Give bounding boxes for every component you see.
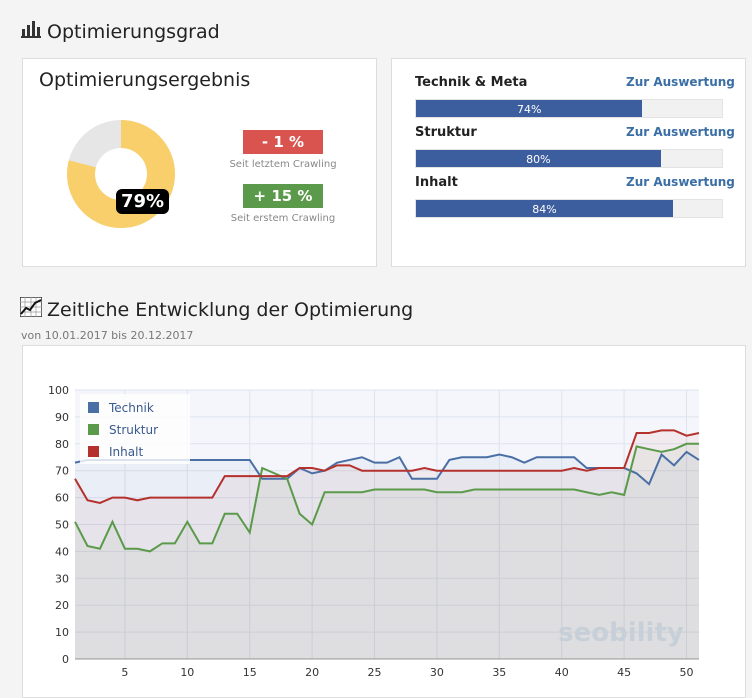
optimization-result-card: Optimierungsergebnis 79% - 1 % Seit letz…: [22, 58, 377, 267]
inhalt-progress-fill: 84%: [416, 200, 674, 217]
series-line-struktur: [74, 442, 699, 553]
result-card-title: Optimierungsergebnis: [39, 69, 251, 91]
donut-chart: [67, 120, 175, 228]
metric-name-technik: Technik & Meta: [415, 75, 528, 90]
x-tick-label: 15: [243, 666, 257, 679]
bar-chart-icon: [20, 20, 42, 43]
x-tick-label: 20: [305, 666, 319, 679]
chart-legend: Technik Struktur Inhalt: [80, 394, 190, 464]
x-tick-label: 40: [555, 666, 569, 679]
section-title: Zeitliche Entwicklung der Optimierung: [47, 298, 414, 321]
date-range: von 10.01.2017 bis 20.12.2017: [21, 329, 194, 342]
change-since-last-crawl-badge: - 1 %: [243, 130, 323, 154]
y-tick-label: 30: [55, 572, 69, 585]
y-tick-label: 40: [55, 545, 69, 558]
technik-progress-bar: 74%: [415, 99, 723, 118]
y-tick-label: 10: [55, 626, 69, 639]
y-tick-label: 60: [55, 492, 69, 505]
struktur-progress-fill: 80%: [416, 150, 661, 167]
y-tick-label: 20: [55, 599, 69, 612]
legend-label-struktur: Struktur: [109, 423, 158, 437]
struktur-progress-bar: 80%: [415, 149, 723, 168]
timeline-line-chart: 0 10 20 30 40 50 60 70 80 90 100 5 10 15 20 25 30 35 40 45 5…: [48, 384, 700, 679]
legend-label-inhalt: Inhalt: [109, 445, 143, 459]
y-tick-label: 90: [55, 411, 69, 424]
legend-swatch-technik: [88, 402, 99, 413]
metric-name-struktur: Struktur: [415, 125, 477, 140]
metrics-card: Technik & Meta Zur Auswertung 74% Strukt…: [391, 58, 746, 267]
area-inhalt: [75, 430, 699, 659]
series-line-inhalt: [74, 429, 700, 505]
legend-label-technik: Technik: [108, 401, 154, 415]
x-tick-label: 25: [368, 666, 382, 679]
change-since-first-crawl-badge: + 15 %: [243, 184, 323, 208]
x-tick-label: 10: [180, 666, 194, 679]
x-tick-label: 45: [617, 666, 631, 679]
section-entwicklung-heading: Zeitliche Entwicklung der Optimierung: [19, 296, 414, 322]
section-optimierungsgrad-heading: Optimierungsgrad: [20, 20, 220, 43]
change-since-first-crawl-caption: Seit erstem Crawling: [230, 213, 336, 224]
y-tick-label: 0: [62, 653, 69, 666]
technik-auswertung-link[interactable]: Zur Auswertung: [626, 75, 735, 89]
technik-progress-fill: 74%: [416, 100, 643, 117]
y-tick-label: 70: [55, 465, 69, 478]
x-tick-label: 5: [121, 666, 128, 679]
y-tick-label: 100: [48, 384, 69, 397]
line-chart-icon: [19, 296, 43, 322]
struktur-auswertung-link[interactable]: Zur Auswertung: [626, 125, 735, 139]
timeline-chart-card: 0 10 20 30 40 50 60 70 80 90 100 5 10 15 20 25 30 35 40 45 5…: [22, 345, 746, 698]
area-technik: [75, 451, 699, 659]
x-tick-label: 30: [430, 666, 444, 679]
legend-swatch-inhalt: [88, 446, 99, 457]
y-tick-label: 80: [55, 438, 69, 451]
metric-name-inhalt: Inhalt: [415, 175, 458, 190]
x-tick-label: 50: [680, 666, 694, 679]
area-struktur: [75, 443, 699, 659]
y-tick-label: 50: [55, 519, 69, 532]
donut-filled: [67, 120, 175, 228]
optimization-percent: 79%: [116, 189, 170, 214]
seobility-watermark: seobility: [558, 618, 684, 648]
x-tick-label: 35: [492, 666, 506, 679]
change-since-last-crawl-caption: Seit letztem Crawling: [229, 159, 337, 170]
section-title: Optimierungsgrad: [47, 20, 220, 43]
inhalt-progress-bar: 84%: [415, 199, 723, 218]
legend-swatch-struktur: [88, 424, 99, 435]
inhalt-auswertung-link[interactable]: Zur Auswertung: [626, 175, 735, 189]
